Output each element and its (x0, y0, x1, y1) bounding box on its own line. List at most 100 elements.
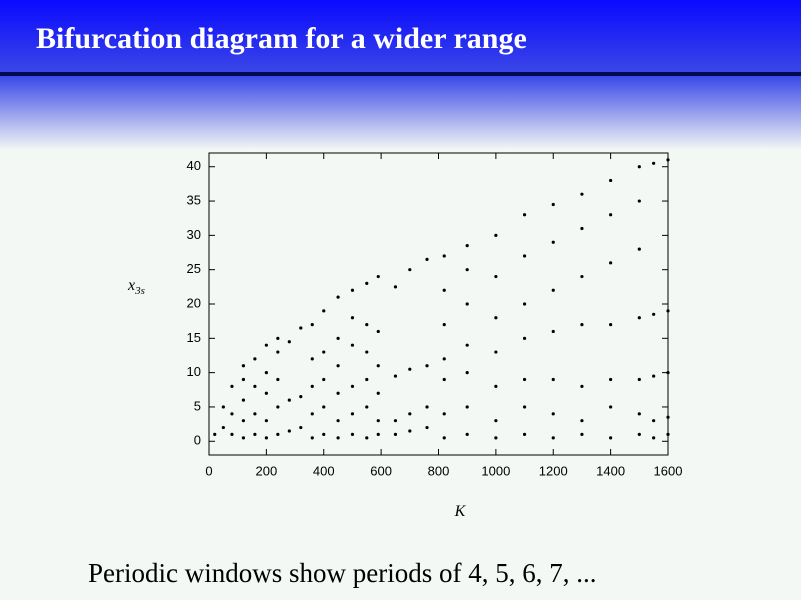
point (580, 419, 584, 423)
point (637, 412, 641, 416)
point (393, 419, 398, 423)
point (652, 436, 656, 440)
point (276, 432, 280, 437)
point (230, 412, 234, 416)
point (310, 412, 314, 416)
point (442, 322, 446, 327)
point (376, 419, 380, 423)
point (442, 377, 446, 382)
y-axis-label: x3s (127, 277, 145, 297)
point (425, 425, 429, 430)
point (350, 412, 355, 416)
point (365, 281, 369, 286)
point (551, 377, 555, 382)
point (442, 288, 446, 292)
x-tick-label: 800 (428, 463, 450, 478)
point (652, 161, 656, 165)
point (666, 371, 670, 375)
point (253, 357, 257, 361)
point (666, 309, 670, 313)
point (365, 377, 369, 382)
point (609, 178, 613, 183)
point (322, 405, 326, 409)
point (350, 384, 355, 388)
point (425, 405, 429, 409)
x-tick-label: 1400 (596, 463, 625, 478)
point (637, 199, 641, 203)
plot-frame (208, 152, 669, 456)
x-tick-label: 600 (370, 463, 392, 478)
point (299, 425, 303, 430)
point (666, 158, 670, 162)
point (522, 254, 527, 258)
point (365, 405, 369, 409)
point (465, 343, 469, 347)
point (264, 343, 268, 347)
y-tick-label: 5 (194, 398, 201, 413)
y-label-sub: 3s (134, 285, 145, 297)
point (652, 419, 656, 423)
point (408, 412, 412, 416)
point (336, 364, 340, 368)
point (310, 436, 314, 440)
point (299, 326, 303, 330)
point (264, 371, 268, 375)
point (580, 192, 584, 196)
point (264, 419, 268, 423)
point (365, 322, 369, 327)
header-bar (0, 0, 801, 76)
point (230, 384, 234, 388)
point (276, 336, 280, 340)
point (465, 432, 469, 437)
y-tick-label: 10 (187, 364, 201, 379)
slide-title: Bifurcation diagram for a wider range (36, 22, 527, 55)
point (322, 309, 326, 313)
point (376, 274, 380, 279)
point (241, 364, 246, 368)
point (365, 350, 369, 354)
point (310, 357, 314, 361)
caption: Periodic windows show periods of 4, 5, 6… (88, 558, 597, 588)
point (494, 316, 498, 320)
y-label-base: x (127, 277, 135, 294)
point (494, 274, 498, 279)
point (393, 374, 398, 378)
point (376, 432, 380, 437)
point (276, 405, 280, 409)
point (551, 240, 555, 244)
point (221, 425, 225, 430)
point (522, 405, 527, 409)
point (287, 340, 291, 344)
point (609, 405, 613, 409)
point (299, 395, 303, 399)
point (666, 415, 670, 419)
point (336, 295, 340, 299)
y-tick-label: 0 (194, 433, 201, 448)
point (336, 391, 340, 395)
point (522, 302, 527, 306)
point (442, 357, 446, 361)
point (287, 398, 291, 402)
point (652, 374, 656, 378)
x-axis-label: K (454, 503, 467, 520)
point (637, 377, 641, 382)
point (494, 419, 498, 423)
point (393, 285, 398, 289)
point (425, 257, 429, 261)
point (551, 412, 555, 416)
x-tick-label: 1200 (539, 463, 568, 478)
point (522, 432, 527, 437)
x-tick-label: 400 (313, 463, 335, 478)
point (465, 244, 469, 248)
point (580, 274, 584, 279)
point (310, 384, 314, 388)
point (310, 322, 314, 327)
point (609, 322, 613, 327)
x-tick-label: 1600 (654, 463, 683, 478)
point (609, 377, 613, 382)
point (350, 288, 355, 292)
point (609, 436, 613, 440)
point (494, 436, 498, 440)
